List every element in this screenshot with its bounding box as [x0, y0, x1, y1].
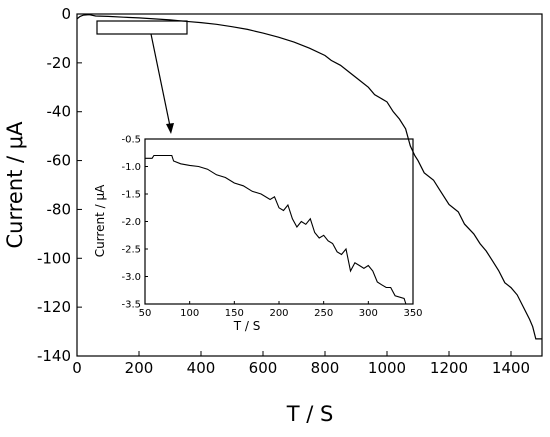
main-y-tick-label: 0: [61, 5, 71, 23]
main-ticks: 0 200 400 600 800 1000 1200 1400 0 -20 -40 -60 -80 -1…: [37, 5, 530, 377]
inset-series-line: [145, 154, 413, 305]
inset-y-axis-label: Current / μA: [93, 184, 107, 257]
main-y-axis-label: Current / μA: [3, 121, 27, 249]
inset-y-tick-label: -1.5: [121, 190, 141, 201]
main-x-tick-label: 1200: [430, 359, 468, 377]
inset-x-tick-label: 100: [180, 308, 199, 319]
inset-x-tick-label: 250: [314, 308, 333, 319]
inset-y-tick-label: -3.5: [121, 300, 141, 311]
main-x-axis-label: T / S: [286, 402, 334, 426]
main-y-tick-label: -20: [47, 54, 72, 72]
main-x-tick-label: 400: [187, 359, 216, 377]
inset-y-tick-label: -2.5: [121, 245, 141, 256]
main-x-tick-label: 1000: [368, 359, 406, 377]
main-y-tick-label: -80: [47, 200, 72, 218]
zoom-arrow: [150, 33, 172, 132]
inset-ticks: 50 100 150 200 250 300 350 -0.5 -1.0 -1.5 -2.0 -2.5…: [121, 135, 422, 320]
inset-y-tick-label: -1.0: [121, 162, 141, 173]
main-y-tick-label: -40: [47, 103, 72, 121]
inset-x-axis-label: T / S: [233, 319, 261, 333]
main-y-tick-label: -120: [37, 298, 71, 316]
inset-x-tick-label: 200: [269, 308, 288, 319]
main-x-tick-label: 0: [72, 359, 82, 377]
inset-y-tick-label: -2.0: [121, 217, 141, 228]
main-x-tick-label: 600: [249, 359, 278, 377]
inset-x-tick-label: 150: [225, 308, 244, 319]
main-y-tick-label: -100: [37, 249, 71, 267]
inset-y-tick-label: -3.0: [121, 272, 141, 283]
inset-y-tick-label: -0.5: [121, 135, 141, 146]
series-layer: [76, 14, 542, 340]
zoom-arrow-head: [166, 123, 174, 134]
main-series-line: [76, 14, 542, 340]
main-y-tick-label: -140: [37, 347, 71, 365]
main-x-tick-label: 200: [125, 359, 154, 377]
inset-x-tick-label: 350: [403, 308, 422, 319]
main-x-tick-label: 800: [311, 359, 340, 377]
main-y-tick-label: -60: [47, 152, 72, 170]
main-plot-frame: [76, 13, 543, 357]
zoom-region-box: [96, 20, 188, 35]
inset-x-tick-label: 50: [139, 308, 152, 319]
main-x-tick-label: 1400: [492, 359, 530, 377]
inset-background: [113, 139, 413, 313]
inset-x-tick-label: 300: [359, 308, 378, 319]
